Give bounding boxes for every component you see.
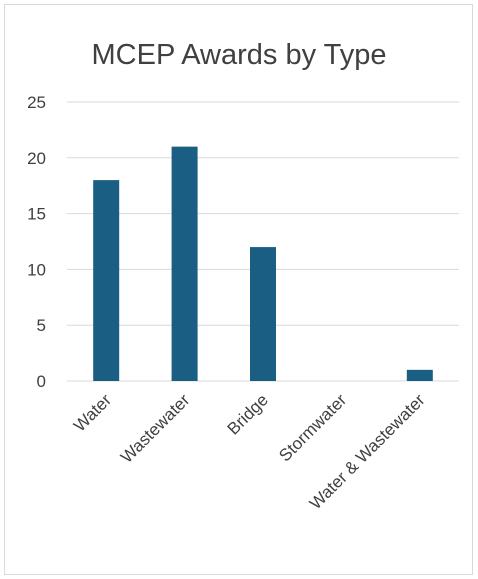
y-tick-label: 25 bbox=[27, 93, 46, 112]
bars bbox=[93, 146, 433, 381]
chart-frame bbox=[4, 4, 473, 575]
x-category-label: Bridge bbox=[224, 390, 272, 438]
chart-title: MCEP Awards by Type bbox=[92, 39, 387, 71]
y-tick-label: 20 bbox=[27, 149, 46, 168]
bar-bridge bbox=[250, 247, 276, 381]
x-category-label: Wastewater bbox=[117, 390, 194, 467]
y-axis-tick-labels: 0 5 10 15 20 25 bbox=[27, 93, 46, 391]
x-category-label: Stormwater bbox=[275, 390, 350, 465]
bar-water-wastewater bbox=[406, 369, 433, 381]
y-tick-label: 0 bbox=[37, 372, 46, 391]
bar-wastewater bbox=[171, 146, 198, 381]
y-tick-label: 10 bbox=[27, 260, 46, 279]
gridlines bbox=[67, 101, 459, 382]
bar-water bbox=[93, 180, 120, 381]
y-tick-label: 15 bbox=[27, 205, 46, 224]
y-tick-label: 5 bbox=[37, 316, 46, 335]
x-category-label: Water bbox=[70, 390, 115, 435]
